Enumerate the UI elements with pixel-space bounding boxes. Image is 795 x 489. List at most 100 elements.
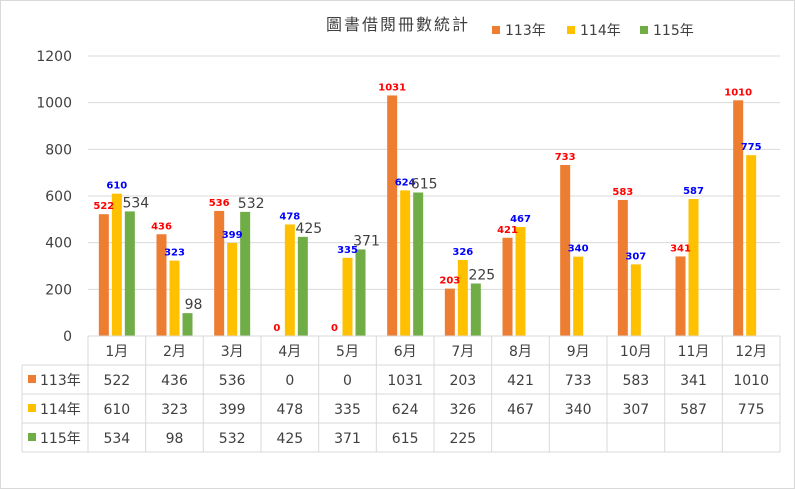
bar (457, 259, 468, 336)
data-label: 399 (222, 230, 243, 241)
y-tick-label: 400 (45, 236, 72, 252)
table-cell: 536 (219, 373, 246, 389)
bar (444, 288, 455, 336)
bar (560, 164, 571, 336)
y-tick-label: 600 (45, 189, 72, 205)
legend: 113年 114年 115年 (492, 23, 694, 39)
data-label: 583 (612, 187, 633, 198)
data-label: 478 (279, 211, 300, 222)
table-series-name: 114年 (40, 402, 81, 418)
data-labels: 522 436 536 0 0 1031 203 421 733 583 341 1010 610 323… (93, 82, 761, 334)
data-label: 0 (273, 323, 280, 334)
table-legend-swatch (28, 433, 36, 441)
bar (284, 224, 295, 336)
data-label: 436 (151, 221, 172, 232)
category-label: 4月 (278, 344, 301, 360)
table-cell: 522 (103, 373, 130, 389)
data-label: 1010 (724, 87, 752, 98)
table-series-name: 113年 (40, 373, 81, 389)
table-cell: 775 (738, 402, 765, 418)
bar (733, 100, 744, 336)
bar (573, 256, 584, 336)
bar (630, 264, 641, 336)
table-cell: 624 (392, 402, 419, 418)
category-label: 12月 (735, 344, 767, 360)
bar (675, 256, 686, 336)
y-tick-label: 800 (45, 142, 72, 158)
bar (169, 260, 180, 336)
category-label: 3月 (221, 344, 244, 360)
data-label: 98 (185, 297, 203, 313)
bar (617, 199, 628, 336)
legend-label: 113年 (505, 23, 546, 39)
data-label: 536 (209, 198, 230, 209)
table-cell: 225 (449, 431, 476, 447)
data-label: 341 (670, 243, 691, 254)
legend-swatch (640, 26, 648, 34)
data-label: 0 (331, 323, 338, 334)
data-label: 532 (238, 196, 265, 212)
data-label: 1031 (378, 82, 406, 93)
table-cell: 371 (334, 431, 361, 447)
data-label: 335 (337, 245, 358, 256)
bar (227, 242, 238, 336)
table-series-name: 115年 (40, 431, 81, 447)
bar (156, 234, 167, 336)
bar (297, 236, 308, 336)
bar (342, 257, 353, 336)
legend-swatch (567, 26, 575, 34)
table-cell: 0 (343, 373, 352, 389)
data-label: 340 (568, 244, 589, 255)
bar (502, 237, 513, 336)
data-label: 534 (122, 195, 149, 211)
data-label: 225 (468, 268, 495, 284)
category-label: 5月 (336, 344, 359, 360)
table-legend-swatch (28, 375, 36, 383)
data-label: 203 (439, 276, 460, 287)
table-cell: 323 (161, 402, 188, 418)
data-label: 615 (411, 177, 438, 193)
table-cell: 467 (507, 402, 534, 418)
table-cell: 421 (507, 373, 534, 389)
bar (387, 95, 398, 336)
category-label: 10月 (620, 344, 652, 360)
table-cell: 534 (103, 431, 130, 447)
table-cell: 203 (449, 373, 476, 389)
bar (688, 199, 699, 336)
table-cell: 335 (334, 402, 361, 418)
category-label: 8月 (509, 344, 532, 360)
table-cell: 1031 (387, 373, 423, 389)
table-cell: 340 (565, 402, 592, 418)
table-cell: 326 (449, 402, 476, 418)
y-axis: 0 200 400 600 800 1000 1200 (36, 49, 72, 345)
y-tick-label: 0 (63, 329, 72, 345)
data-label: 323 (164, 248, 185, 259)
bar (746, 155, 757, 336)
data-label: 326 (452, 247, 473, 258)
data-label: 587 (683, 186, 704, 197)
category-label: 2月 (163, 344, 186, 360)
legend-swatch (492, 26, 500, 34)
table-cell: 1010 (733, 373, 769, 389)
category-label: 9月 (567, 344, 590, 360)
data-label: 421 (497, 225, 518, 236)
bar (355, 249, 366, 336)
data-label: 624 (395, 177, 416, 188)
legend-label: 114年 (580, 23, 621, 39)
data-label: 522 (93, 201, 114, 212)
data-label: 467 (510, 214, 531, 225)
table-cell: 0 (285, 373, 294, 389)
bar (98, 214, 109, 336)
legend-label: 115年 (653, 23, 694, 39)
chart-title: 圖書借閱冊數統計 (326, 15, 470, 34)
table-cell: 399 (219, 402, 246, 418)
data-label: 371 (353, 233, 380, 249)
bar (413, 192, 424, 336)
bar (214, 210, 225, 336)
data-label: 775 (741, 142, 762, 153)
data-table: 1月 2月 3月 4月 5月 6月 7月 8月 9月 10月 11月 12月 113年 522 436 536… (21, 335, 781, 453)
table-cell: 436 (161, 373, 188, 389)
data-label: 610 (106, 181, 127, 192)
table-cell: 98 (166, 431, 184, 447)
category-label: 1月 (105, 344, 128, 360)
